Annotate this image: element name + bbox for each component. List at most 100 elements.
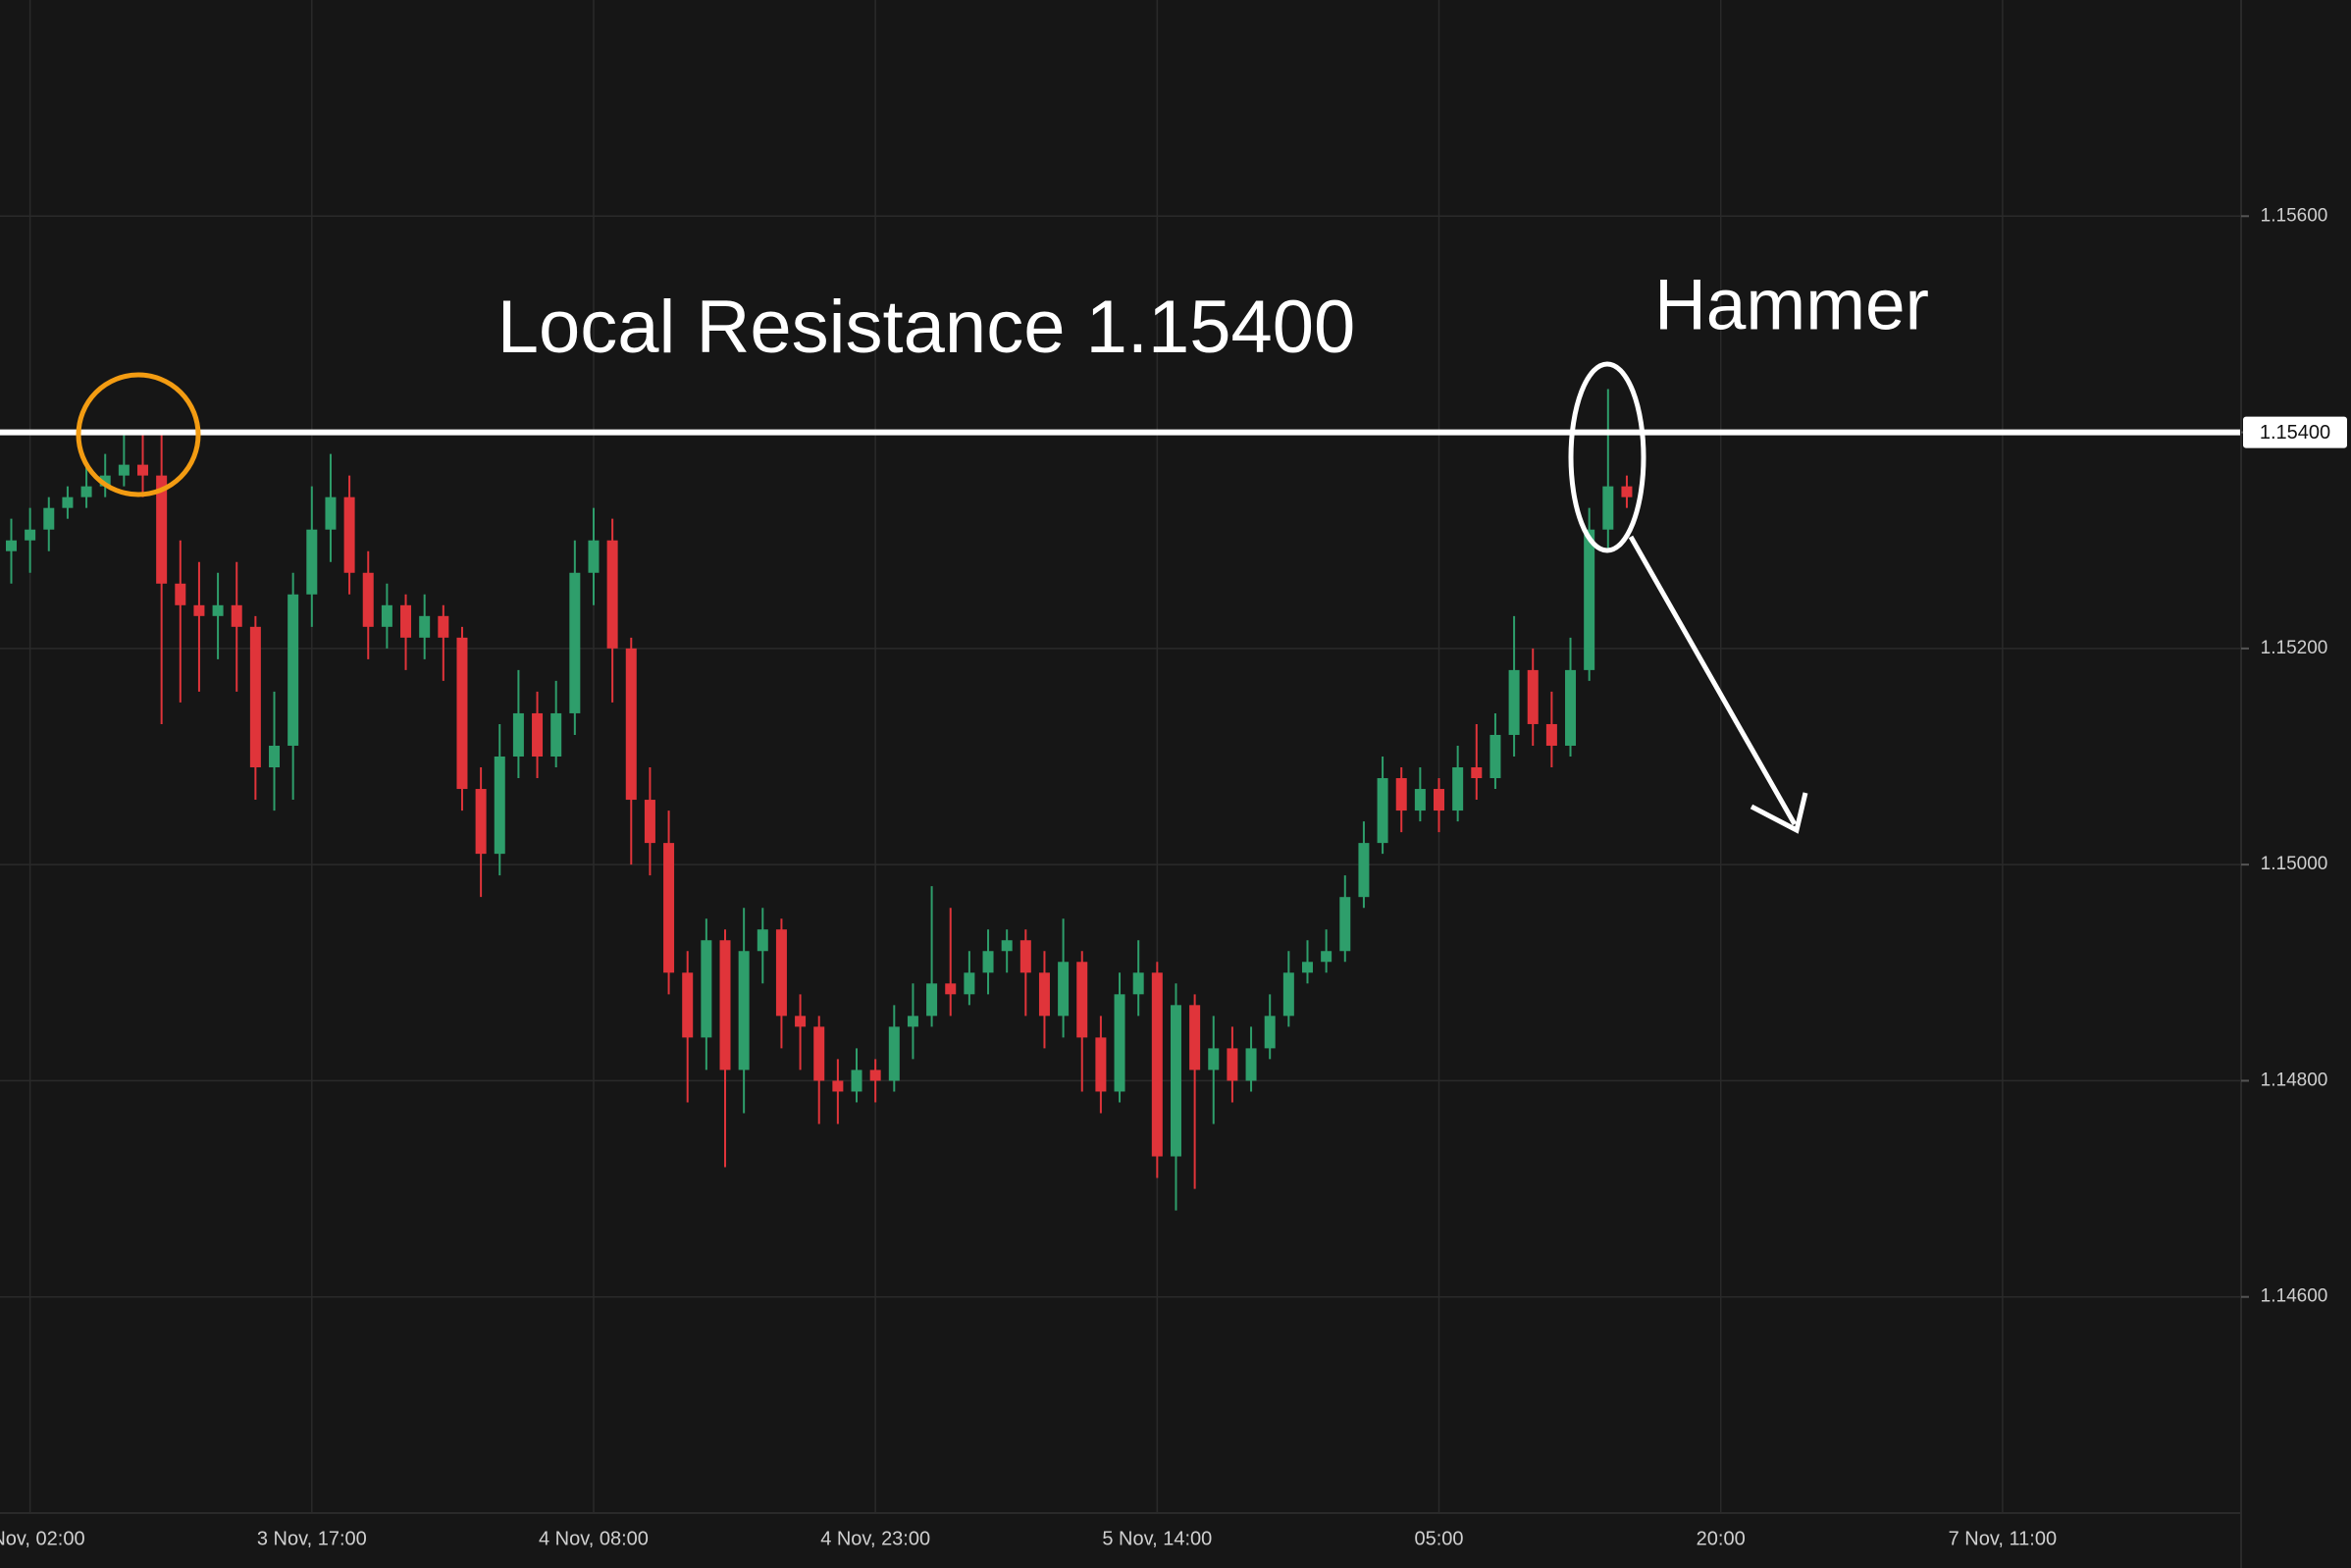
resistance-label: Local Resistance 1.15400 — [497, 286, 1356, 369]
candle-body — [1339, 897, 1351, 952]
candle-body — [1527, 669, 1539, 724]
candle-body — [494, 757, 505, 855]
candle-body — [757, 929, 768, 952]
candle-body — [1414, 789, 1426, 811]
candle-body — [982, 951, 994, 973]
candle-body — [1434, 789, 1445, 811]
candle-body — [362, 572, 374, 627]
price-tag-label: 1.15400 — [2260, 422, 2330, 444]
candle-body — [738, 951, 750, 1071]
candle-body — [813, 1026, 825, 1081]
y-tick-label: 1.14800 — [2261, 1070, 2328, 1090]
candle-body — [381, 604, 392, 627]
candle-body — [193, 604, 205, 616]
candle-body — [212, 604, 224, 616]
x-tick-label: 7 Nov, 11:00 — [1949, 1528, 2057, 1549]
candle-body — [606, 540, 618, 649]
candle-body — [343, 497, 355, 573]
candle-body — [1321, 951, 1332, 963]
arrow-shaft — [1628, 535, 1798, 826]
highlight-ellipse — [1568, 361, 1646, 553]
candle-body — [869, 1070, 881, 1081]
candle-body — [43, 507, 55, 530]
candle-body — [419, 615, 431, 638]
candle-body — [945, 983, 957, 995]
candle-body — [1282, 972, 1294, 1017]
x-tick-label: 20:00 — [1697, 1528, 1746, 1549]
candle-body — [1584, 529, 1595, 670]
arrow-head — [1750, 792, 1808, 834]
highlight-circle — [76, 372, 201, 497]
candle-body — [438, 615, 449, 638]
y-tick-label: 1.15200 — [2261, 638, 2328, 658]
candle-body — [644, 800, 655, 844]
candle-body — [550, 712, 562, 757]
candle-body — [175, 583, 186, 605]
candle-body — [5, 540, 17, 551]
x-tick-label: 3 Nov, 17:00 — [257, 1528, 367, 1549]
candle-body — [1076, 962, 1088, 1038]
candle-body — [851, 1070, 862, 1092]
candle-body — [775, 929, 787, 1017]
candle-body — [269, 745, 281, 768]
candle-body — [512, 712, 524, 757]
candle-body — [1038, 972, 1050, 1017]
candle-body — [1565, 669, 1577, 746]
candle-body — [231, 604, 242, 627]
x-tick-label: 05:00 — [1414, 1528, 1463, 1549]
candle-body — [80, 486, 92, 497]
candles — [5, 389, 1633, 1211]
candle-body — [588, 540, 600, 573]
candle-body — [249, 626, 261, 768]
candle-body — [1545, 723, 1557, 746]
candle-body — [137, 464, 149, 476]
candle-body — [663, 843, 675, 973]
x-tick-label: 4 Nov, 08:00 — [539, 1528, 649, 1549]
candle-body — [1471, 767, 1483, 779]
candle-body — [888, 1026, 900, 1081]
candle-body — [1602, 486, 1614, 530]
candle-body — [1058, 962, 1070, 1017]
candle-body — [1621, 486, 1633, 497]
x-tick-label: 2 Nov, 02:00 — [0, 1528, 85, 1549]
candle-body — [1301, 962, 1313, 973]
candle-body — [926, 983, 938, 1017]
candle-body — [1189, 1005, 1201, 1071]
candle-body — [682, 972, 694, 1038]
candle-body — [62, 497, 74, 508]
candle-body — [25, 529, 36, 541]
candle-body — [1114, 994, 1125, 1092]
candle-body — [1489, 734, 1501, 779]
candle-body — [306, 529, 318, 595]
candle-body — [456, 637, 468, 790]
candle-body — [1151, 972, 1163, 1157]
candle-body — [1377, 778, 1388, 844]
candle-body — [325, 497, 337, 530]
candle-body — [1245, 1048, 1257, 1081]
candle-body — [1208, 1048, 1220, 1071]
candle-body — [1508, 669, 1520, 735]
candle-body — [99, 475, 111, 487]
candle-body — [1019, 940, 1031, 973]
candle-body — [907, 1016, 918, 1027]
candle-body — [1170, 1005, 1181, 1157]
candle-body — [118, 464, 130, 476]
candle-body — [625, 648, 637, 801]
candle-body — [1001, 940, 1013, 952]
candle-body — [1132, 972, 1144, 995]
candle-body — [1358, 843, 1370, 898]
candle-body — [832, 1080, 844, 1092]
y-tick-label: 1.14600 — [2261, 1286, 2328, 1307]
candle-body — [719, 940, 731, 1071]
candle-body — [1095, 1037, 1107, 1092]
y-tick-label: 1.15600 — [2261, 205, 2328, 226]
x-tick-label: 4 Nov, 23:00 — [820, 1528, 930, 1549]
candle-body — [1452, 767, 1464, 811]
candle-body — [532, 712, 544, 757]
candle-body — [964, 972, 975, 995]
candle-body — [701, 940, 712, 1038]
y-tick-label: 1.15000 — [2261, 854, 2328, 874]
